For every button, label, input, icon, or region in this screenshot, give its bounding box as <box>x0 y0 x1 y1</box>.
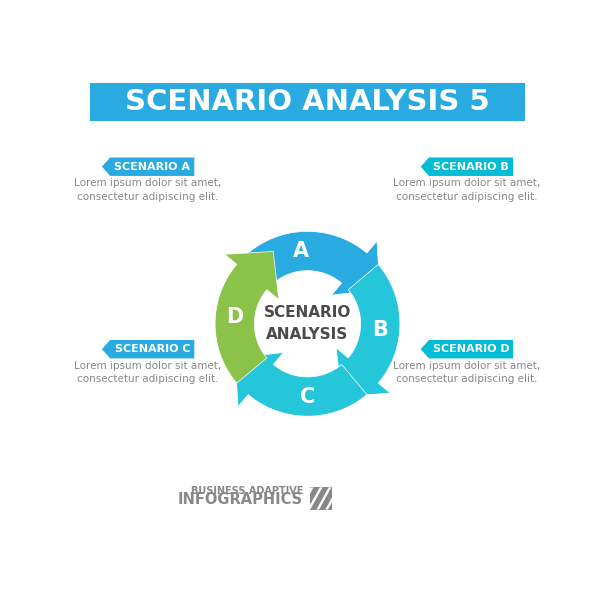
Text: A: A <box>293 241 309 262</box>
Polygon shape <box>336 265 400 396</box>
Polygon shape <box>343 487 358 509</box>
Text: SCENARIO A: SCENARIO A <box>114 162 190 172</box>
Polygon shape <box>334 487 349 509</box>
Polygon shape <box>316 487 331 509</box>
Polygon shape <box>102 340 194 358</box>
Text: B: B <box>372 320 388 340</box>
Polygon shape <box>421 157 513 176</box>
Text: D: D <box>226 307 244 328</box>
Polygon shape <box>215 251 279 383</box>
Text: Lorem ipsum dolor sit amet,
consectetur adipiscing elit.: Lorem ipsum dolor sit amet, consectetur … <box>393 361 541 385</box>
Polygon shape <box>325 487 340 509</box>
Text: SCENARIO B: SCENARIO B <box>433 162 509 172</box>
Polygon shape <box>102 157 194 176</box>
Polygon shape <box>352 487 367 509</box>
Text: SCENARIO ANALYSIS 5: SCENARIO ANALYSIS 5 <box>125 88 490 116</box>
Circle shape <box>257 273 358 374</box>
Text: SCENARIO D: SCENARIO D <box>433 344 509 354</box>
Text: INFOGRAPHICS: INFOGRAPHICS <box>178 492 303 507</box>
Polygon shape <box>235 352 367 416</box>
Text: SCENARIO C: SCENARIO C <box>115 344 190 354</box>
Text: C: C <box>300 386 315 407</box>
Text: BUSINESS ADAPTIVE: BUSINESS ADAPTIVE <box>191 486 303 496</box>
Text: Lorem ipsum dolor sit amet,
consectetur adipiscing elit.: Lorem ipsum dolor sit amet, consectetur … <box>74 361 222 385</box>
Text: SCENARIO
ANALYSIS: SCENARIO ANALYSIS <box>264 305 351 343</box>
FancyBboxPatch shape <box>91 83 524 121</box>
Text: Lorem ipsum dolor sit amet,
consectetur adipiscing elit.: Lorem ipsum dolor sit amet, consectetur … <box>74 178 222 202</box>
Polygon shape <box>421 340 513 358</box>
Polygon shape <box>248 232 380 295</box>
Polygon shape <box>299 487 314 509</box>
Text: Lorem ipsum dolor sit amet,
consectetur adipiscing elit.: Lorem ipsum dolor sit amet, consectetur … <box>393 178 541 202</box>
Polygon shape <box>310 487 332 509</box>
Polygon shape <box>308 487 322 509</box>
